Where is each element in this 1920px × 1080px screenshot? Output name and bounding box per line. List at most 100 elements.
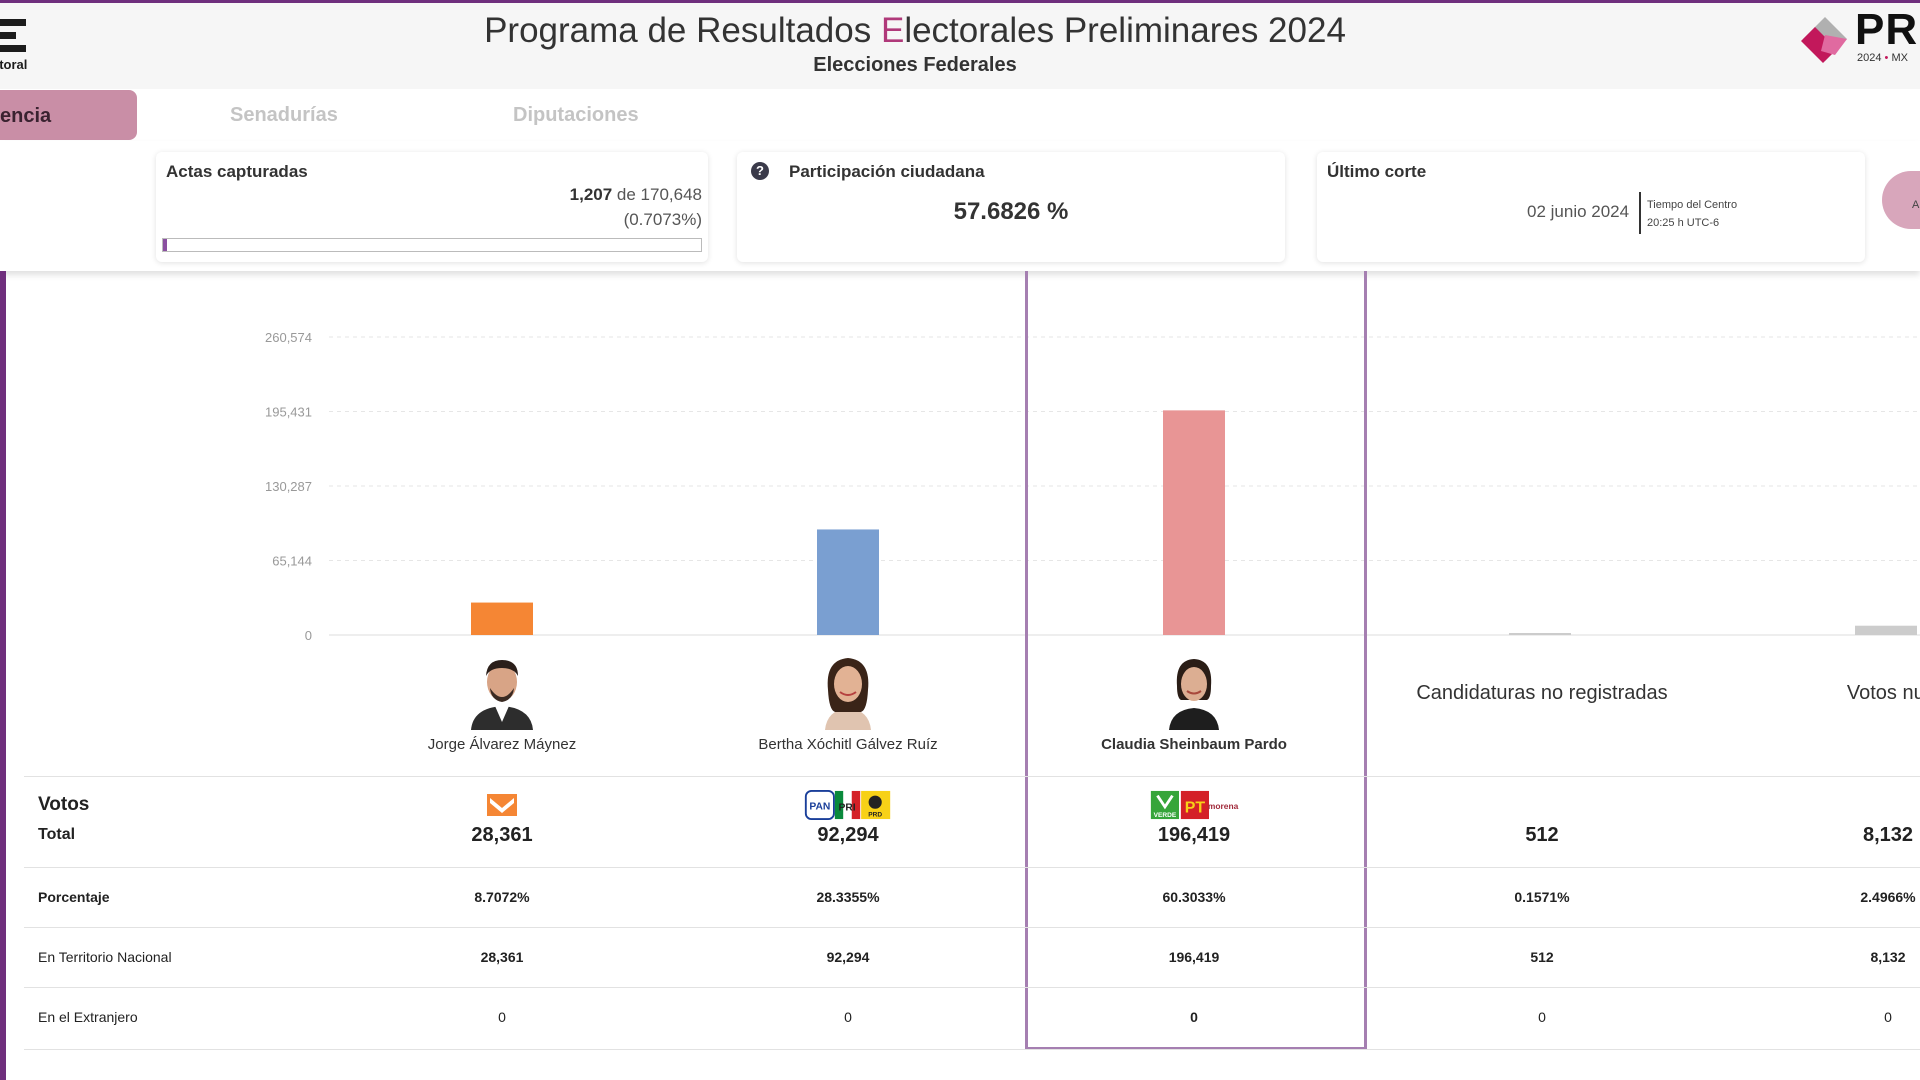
extranjero-1: 0 [498, 1009, 506, 1025]
avatar-candidate-3 [1161, 650, 1227, 730]
candidate-2-name: Bertha Xóchitl Gálvez Ruíz [758, 736, 938, 753]
verde-pt-morena-icons: VERDE PT morena [1150, 790, 1239, 819]
bar-3[interactable] [1163, 410, 1225, 635]
title-part-2: lectorales Preliminares 2024 [904, 11, 1346, 50]
corte-tz-line1: Tiempo del Centro [1647, 199, 1738, 211]
participacion-label: Participación ciudadana [789, 162, 985, 181]
morena-label: morena [1208, 801, 1239, 811]
territorio-2: 92,294 [826, 949, 870, 965]
actas-de: de [612, 185, 641, 204]
y-tick-label: 260,574 [265, 330, 312, 345]
help-icon[interactable]: ? [751, 162, 769, 180]
ine-logo-text: ctoral [0, 57, 28, 72]
participacion-card: ? Participación ciudadana 57.6826 % [737, 152, 1285, 262]
territorio-1: 28,361 [480, 949, 524, 965]
territorio-4: 512 [1530, 949, 1554, 965]
candidate-3[interactable]: Claudia Sheinbaum Pardo [1021, 650, 1367, 753]
party-emblems-2: PAN PRI PRD [675, 790, 1021, 822]
prep-diamond-icon [1801, 17, 1847, 63]
actas-label: Actas capturadas [166, 162, 308, 181]
title-part-1: Programa de Resultados [484, 11, 881, 50]
extranjero-label: En el Extranjero [38, 1009, 138, 1025]
tab-presidencia[interactable]: encia [0, 90, 137, 140]
porcentaje-2: 28.3355% [816, 889, 880, 905]
summary-bar: Actas capturadas 1,207 de 170,648 (0.707… [0, 141, 1920, 271]
election-tabs: encia Senadurías Diputaciones [0, 89, 1920, 141]
bar-4[interactable] [1509, 633, 1571, 635]
corte-divider [1639, 192, 1641, 234]
total-value-2: 92,294 [817, 824, 879, 846]
table-row-divider [24, 1049, 1920, 1050]
selected-candidate-frame [1025, 271, 1367, 1050]
prd-label: PRD [868, 811, 882, 818]
candidate-5-label[interactable]: Votos nul [1846, 682, 1920, 704]
prep-country: MX [1891, 52, 1908, 64]
porcentaje-4: 0.1571% [1514, 889, 1570, 905]
table-row-divider [24, 776, 1920, 777]
table-row-divider [24, 867, 1920, 868]
y-tick-label: 195,431 [265, 405, 312, 420]
total-value-4: 512 [1525, 824, 1559, 846]
extranjero-5: 0 [1884, 1009, 1892, 1025]
pan-pri-prd-icons: PAN PRI PRD [804, 790, 891, 820]
prep-logo-year: 2024 • MX [1857, 52, 1908, 64]
corte-tz-line2: 20:25 h UTC-6 [1647, 217, 1720, 229]
update-button-label: A [1912, 199, 1920, 211]
ine-logo[interactable]: ctoral [0, 13, 52, 73]
pan-label: PAN [809, 802, 830, 813]
total-value-3: 196,419 [1157, 824, 1231, 846]
candidate-4-label[interactable]: Candidaturas no registradas [1416, 682, 1668, 704]
participacion-value: 57.6826 % [953, 198, 1069, 225]
candidate-2[interactable]: Bertha Xóchitl Gálvez Ruíz [675, 650, 1021, 753]
candidate-1[interactable]: Jorge Álvarez Máynez [329, 650, 675, 753]
bar-5[interactable] [1855, 625, 1917, 635]
corte-date: 02 junio 2024 [1527, 202, 1630, 221]
territorio-label: En Territorio Nacional [38, 949, 172, 965]
y-tick-label: 65,144 [272, 554, 312, 569]
candidate-3-name: Claudia Sheinbaum Pardo [1101, 736, 1287, 753]
corte-card: Último corte 02 junio 2024 Tiempo del Ce… [1317, 152, 1865, 262]
ine-logo-icon [0, 19, 28, 58]
extranjero-2: 0 [844, 1009, 852, 1025]
actas-count: 1,207 [569, 185, 613, 204]
avatar-candidate-2 [815, 650, 881, 730]
total-value-1: 28,361 [471, 824, 533, 846]
left-accent-bar [0, 271, 6, 1080]
bar-2[interactable] [817, 529, 879, 635]
actas-card: Actas capturadas 1,207 de 170,648 (0.707… [156, 152, 708, 262]
update-button[interactable]: A [1882, 171, 1920, 229]
candidate-1-name: Jorge Álvarez Máynez [427, 736, 577, 753]
corte-label: Último corte [1327, 162, 1427, 181]
pri-label: PRI [838, 803, 855, 814]
territorio-5: 8,132 [1870, 949, 1906, 965]
party-emblems-1 [329, 790, 675, 822]
table-row-divider [24, 927, 1920, 928]
porcentaje-1: 8.7072% [474, 889, 530, 905]
tab-diputaciones[interactable]: Diputaciones [513, 104, 639, 126]
results-bar-chart: 260,574 195,431 130,287 65,144 0 [265, 330, 1920, 643]
prep-logo[interactable] [1795, 11, 1920, 81]
votos-title: Votos [38, 794, 90, 815]
actas-percentage: (0.7073%) [623, 210, 702, 229]
tab-senadurias[interactable]: Senadurías [230, 104, 338, 126]
title-accent-letter: E [880, 11, 905, 50]
avatar-candidate-1 [469, 650, 535, 730]
pt-label: PT [1185, 800, 1206, 817]
party-emblems-3: VERDE PT morena [1021, 790, 1367, 822]
porcentaje-3: 60.3033% [1162, 889, 1226, 905]
total-value-5: 8,132 [1862, 824, 1914, 846]
actas-total: 170,648 [640, 185, 702, 204]
porcentaje-5: 2.4966% [1860, 889, 1916, 905]
territorio-3: 196,419 [1168, 949, 1220, 965]
bar-1[interactable] [471, 602, 533, 635]
prep-logo-text: PR [1855, 5, 1919, 54]
actas-progress-fill [163, 239, 167, 251]
porcentaje-label: Porcentaje [38, 889, 110, 905]
y-tick-label: 130,287 [265, 479, 312, 494]
actas-progress-bar [162, 238, 702, 252]
extranjero-4: 0 [1538, 1009, 1546, 1025]
prep-year: 2024 [1857, 52, 1882, 64]
corte-timezone: Tiempo del Centro 20:25 h UTC-6 [1647, 196, 1737, 232]
actas-count-line: 1,207 de 170,648 [570, 185, 702, 205]
